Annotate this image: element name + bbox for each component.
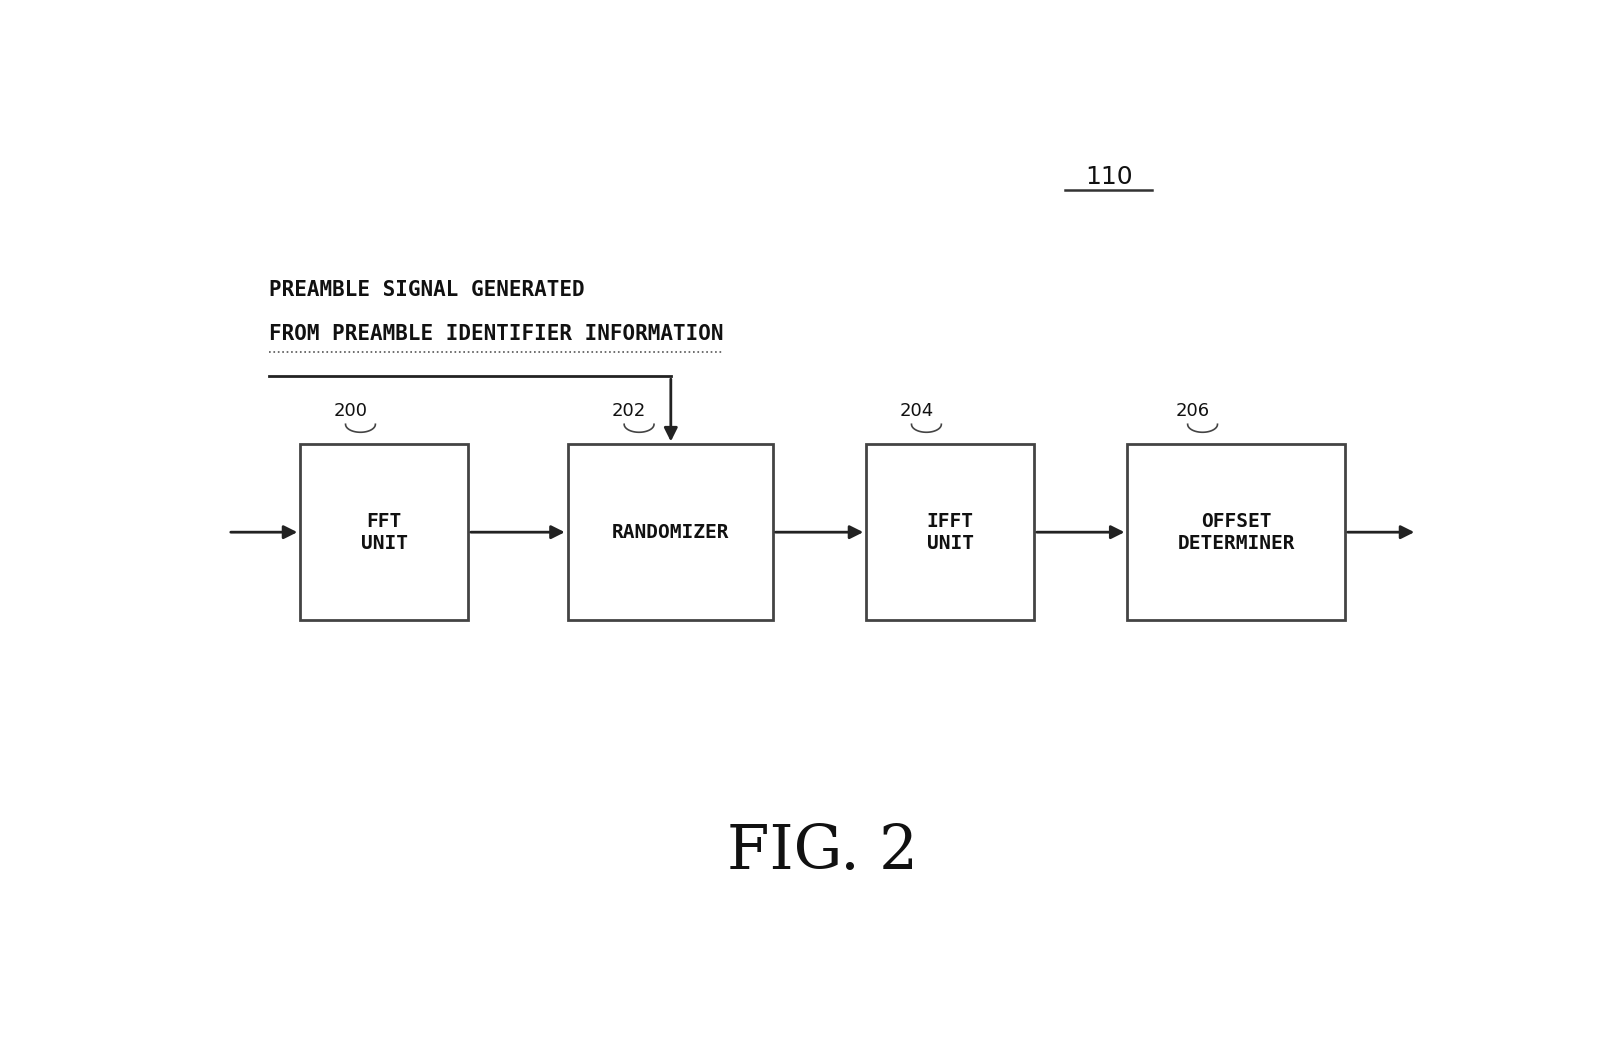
Text: FIG. 2: FIG. 2 <box>727 822 918 882</box>
Bar <box>300 444 469 620</box>
Text: OFFSET
DETERMINER: OFFSET DETERMINER <box>1178 512 1295 552</box>
Bar <box>867 444 1034 620</box>
Bar <box>568 444 774 620</box>
Text: FFT
UNIT: FFT UNIT <box>361 512 408 552</box>
Text: FROM PREAMBLE IDENTIFIER INFORMATION: FROM PREAMBLE IDENTIFIER INFORMATION <box>270 324 724 345</box>
Text: 110: 110 <box>1085 164 1133 189</box>
Text: 202: 202 <box>612 403 647 420</box>
Text: 204: 204 <box>899 403 934 420</box>
Text: 200: 200 <box>334 403 368 420</box>
Text: RANDOMIZER: RANDOMIZER <box>612 523 729 542</box>
Text: PREAMBLE SIGNAL GENERATED: PREAMBLE SIGNAL GENERATED <box>270 280 584 300</box>
Text: 206: 206 <box>1175 403 1210 420</box>
Bar <box>1127 444 1345 620</box>
Text: IFFT
UNIT: IFFT UNIT <box>926 512 974 552</box>
